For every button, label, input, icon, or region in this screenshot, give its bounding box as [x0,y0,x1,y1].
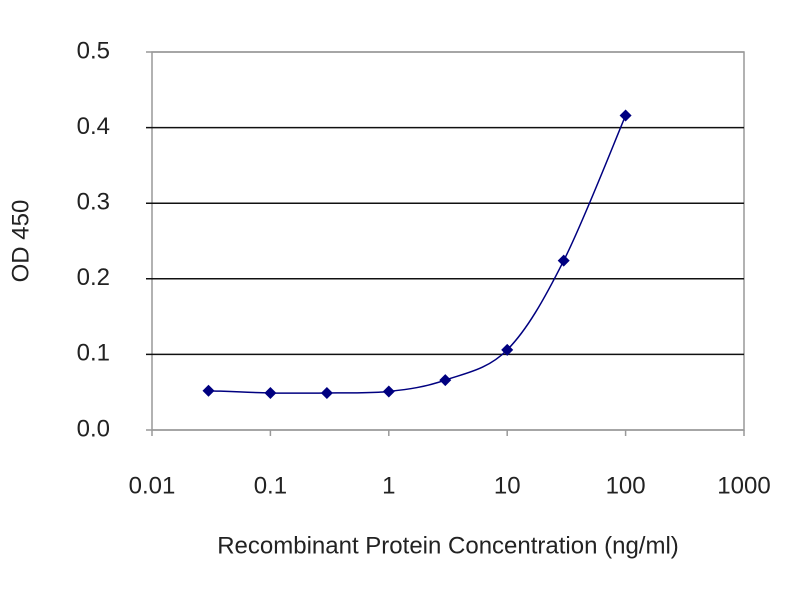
x-tick-label: 0.01 [129,472,176,499]
y-tick-label: 0.4 [77,113,110,140]
data-point [557,254,570,267]
x-tick-label: 1 [382,472,395,499]
data-point [619,109,632,122]
data-point [382,385,395,398]
x-axis-label: Recombinant Protein Concentration (ng/ml… [217,532,679,559]
x-tick-label: 100 [606,472,646,499]
data-point [320,386,333,399]
y-axis-label: OD 450 [7,200,34,283]
y-tick-label: 0.2 [77,264,110,291]
x-tick-label: 1000 [717,472,770,499]
data-point [202,384,215,397]
y-tick-label: 0.3 [77,189,110,216]
y-tick-label: 0.1 [77,340,110,367]
data-point [264,386,277,399]
y-tick-label: 0.0 [77,415,110,442]
data-point [439,374,452,387]
x-tick-label: 10 [494,472,521,499]
y-tick-label: 0.5 [77,37,110,64]
data-point [501,343,514,356]
x-tick-label: 0.1 [254,472,287,499]
